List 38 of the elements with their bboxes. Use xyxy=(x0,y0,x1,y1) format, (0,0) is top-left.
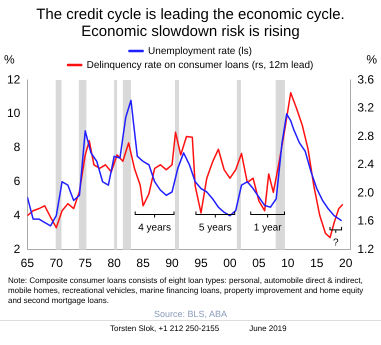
y-tick-label: 10 xyxy=(6,106,21,120)
x-tick-label: 70 xyxy=(50,256,64,270)
x-tick-label: 80 xyxy=(107,256,122,270)
x-tick-label: 65 xyxy=(20,256,34,270)
x-tick-label: 00 xyxy=(223,256,237,270)
annotation: ? xyxy=(333,238,340,249)
x-tick-label: 85 xyxy=(136,256,150,270)
y2-tick-label: 2.0 xyxy=(357,185,374,200)
x-tick-label: 75 xyxy=(78,256,92,270)
y-tick-label: 2 xyxy=(14,242,21,256)
text: Torsten Slok, +1 212 250-2155 xyxy=(110,324,220,333)
text: Note: Composite consumer loans consists of eight loan types: personal, automobile direct & indirect, mobile homes, recreational vehicles, marine financing loans, property improvement and home equity and second mortgage loans. xyxy=(7,275,364,307)
annotation: 4 years xyxy=(138,222,171,234)
x-tick-label: 05 xyxy=(252,256,266,270)
chart-title: The credit cycle is leading the economic cycle. Economic slowdown risk is rising xyxy=(35,5,346,42)
y2-tick-label: 3.6 xyxy=(357,72,374,86)
y-tick-label: 6 xyxy=(14,174,21,188)
y2-tick-label: 2.8 xyxy=(357,128,374,143)
y2-tick-label: 2.4 xyxy=(357,157,374,172)
x-tick-label: 15 xyxy=(310,256,324,270)
y2-tick-label: 1.6 xyxy=(357,214,374,228)
text: June 2019 xyxy=(249,324,287,333)
x-tick-label: 20 xyxy=(339,256,353,270)
y2-tick-label: 1.2 xyxy=(357,242,374,256)
x-tick-label: 95 xyxy=(194,256,208,270)
y2-axis-title: % xyxy=(366,52,378,66)
legend-label: Unemployment rate (ls) xyxy=(148,46,252,57)
y-axis-title: % xyxy=(4,52,15,66)
annotation: 5 years xyxy=(198,222,232,234)
y-tick-label: 8 xyxy=(14,140,21,154)
y-tick-label: 12 xyxy=(6,72,21,86)
source-note: Source: BLS, ABA xyxy=(152,308,228,320)
y-tick-label: 4 xyxy=(14,208,21,222)
legend-label: Delinquency rate on consumer loans (rs, 12m lead) xyxy=(86,60,314,71)
x-tick-label: 10 xyxy=(281,256,295,270)
x-tick-label: 90 xyxy=(165,256,180,270)
y2-tick-label: 3.2 xyxy=(357,100,374,115)
annotation: 1 year xyxy=(254,222,282,234)
